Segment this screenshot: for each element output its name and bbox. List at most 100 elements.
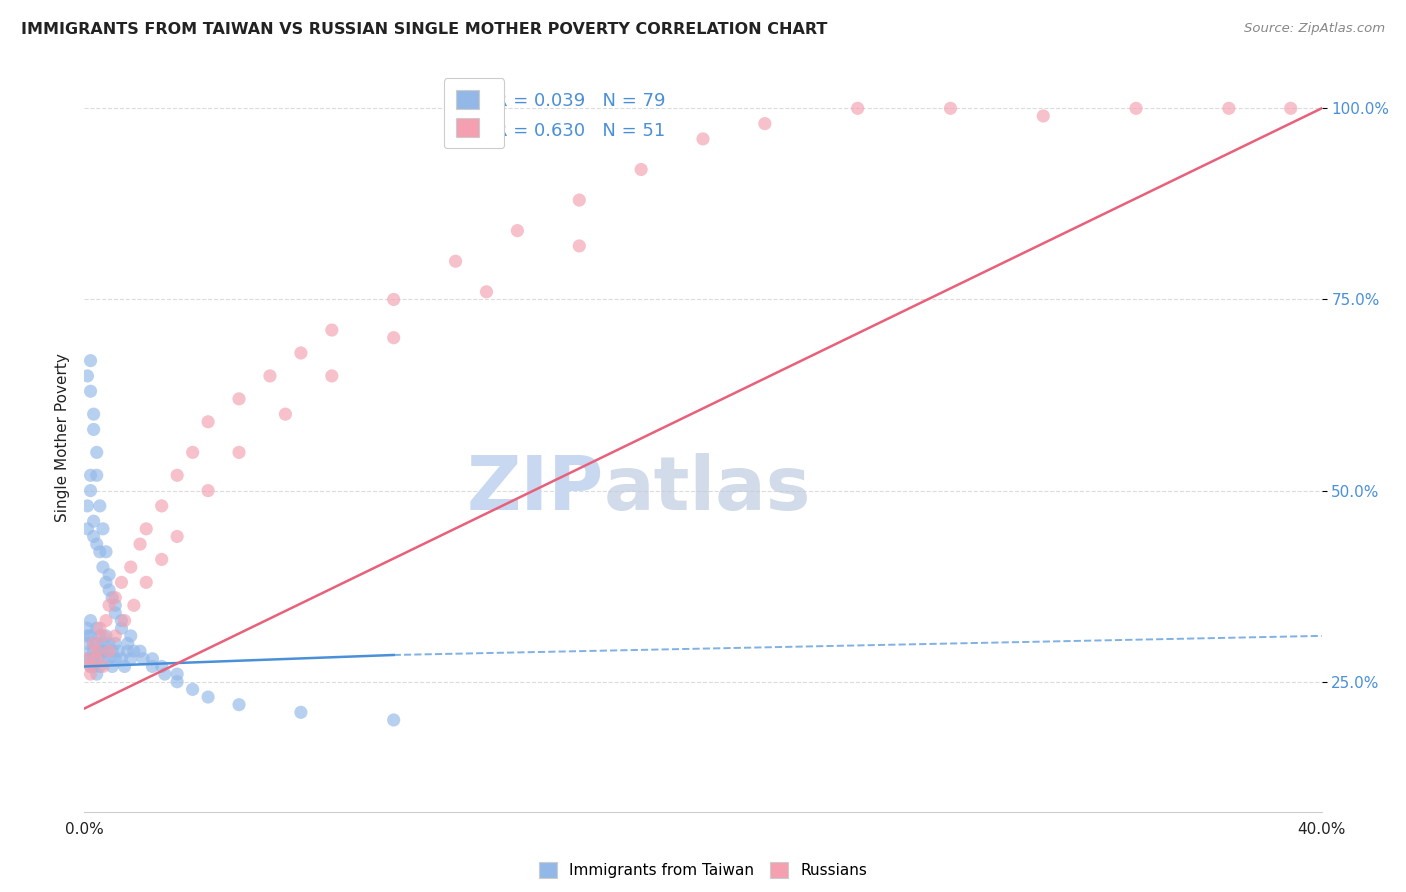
Point (83, 659, 105, 673)
Point (382, 331, 405, 345)
Point (89, 545, 111, 559)
Point (181, 682, 204, 697)
Point (939, 101, 962, 115)
Point (110, 621, 132, 635)
Point (166, 667, 188, 681)
Point (290, 346, 312, 360)
Point (76, 629, 98, 643)
Point (76, 368, 98, 383)
Point (91, 652, 114, 666)
Point (89, 629, 111, 643)
Y-axis label: Single Mother Poverty: Single Mother Poverty (55, 352, 70, 522)
Point (197, 690, 219, 704)
Point (321, 323, 343, 337)
Point (104, 591, 127, 605)
Point (98, 652, 121, 666)
Point (83, 644, 105, 658)
Point (86, 445, 108, 459)
Text: R = 0.630   N = 51: R = 0.630 N = 51 (495, 122, 665, 140)
Point (86, 636, 108, 650)
Point (110, 614, 132, 628)
Point (228, 392, 250, 406)
Point (79, 353, 101, 368)
Point (98, 599, 121, 613)
Point (86, 652, 108, 666)
Text: R = 0.039   N = 79: R = 0.039 N = 79 (495, 93, 665, 111)
Point (135, 575, 157, 590)
Point (101, 591, 124, 605)
Point (83, 636, 105, 650)
Point (89, 659, 111, 673)
Point (76, 499, 98, 513)
Point (79, 652, 101, 666)
Point (94, 644, 117, 658)
Point (117, 644, 139, 658)
Point (89, 621, 111, 635)
Point (129, 644, 152, 658)
Point (83, 636, 105, 650)
Point (89, 644, 111, 658)
Point (259, 368, 281, 383)
Point (79, 629, 101, 643)
Point (114, 659, 136, 673)
Point (120, 652, 142, 666)
Point (166, 674, 188, 689)
Point (83, 514, 105, 528)
Point (150, 552, 173, 566)
Point (91, 659, 114, 673)
Point (79, 659, 101, 673)
Point (228, 698, 250, 712)
Point (132, 652, 155, 666)
Point (444, 254, 467, 268)
Point (79, 659, 101, 673)
Point (86, 621, 108, 635)
Point (1218, 101, 1240, 115)
Point (382, 713, 405, 727)
Point (86, 537, 108, 551)
Point (568, 193, 591, 207)
Point (506, 224, 529, 238)
Point (630, 162, 652, 177)
Text: IMMIGRANTS FROM TAIWAN VS RUSSIAN SINGLE MOTHER POVERTY CORRELATION CHART: IMMIGRANTS FROM TAIWAN VS RUSSIAN SINGLE… (21, 22, 828, 37)
Point (89, 499, 111, 513)
Point (76, 621, 98, 635)
Point (129, 537, 152, 551)
Point (98, 567, 121, 582)
Legend: , : , (444, 78, 505, 148)
Point (197, 415, 219, 429)
Text: atlas: atlas (605, 453, 811, 526)
Point (104, 652, 127, 666)
Point (153, 667, 176, 681)
Point (321, 368, 343, 383)
Point (1279, 101, 1302, 115)
Point (79, 614, 101, 628)
Point (94, 629, 117, 643)
Point (104, 636, 127, 650)
Point (91, 644, 114, 658)
Point (91, 560, 114, 574)
Point (150, 499, 173, 513)
Point (754, 117, 776, 131)
Point (86, 652, 108, 666)
Point (114, 614, 136, 628)
Point (568, 239, 591, 253)
Point (846, 101, 869, 115)
Point (141, 659, 163, 673)
Point (83, 529, 105, 543)
Point (110, 652, 132, 666)
Point (150, 659, 173, 673)
Point (79, 468, 101, 483)
Legend: Immigrants from Taiwan, Russians: Immigrants from Taiwan, Russians (533, 856, 873, 884)
Point (141, 652, 163, 666)
Point (117, 636, 139, 650)
Point (181, 445, 204, 459)
Point (290, 706, 312, 720)
Point (122, 644, 145, 658)
Point (120, 560, 142, 574)
Point (91, 636, 114, 650)
Point (83, 422, 105, 436)
Point (79, 384, 101, 399)
Point (79, 644, 101, 658)
Point (274, 407, 297, 421)
Point (228, 445, 250, 459)
